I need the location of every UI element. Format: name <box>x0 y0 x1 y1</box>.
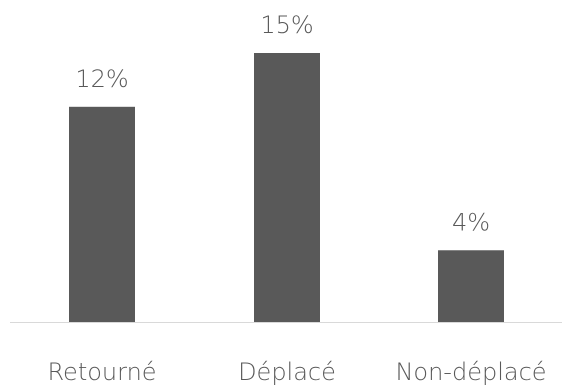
x-tick-label-retourne: Retourné <box>47 358 156 386</box>
bars-group <box>69 53 504 322</box>
x-tick-label-deplace: Déplacé <box>238 358 336 386</box>
data-label-deplace: 15% <box>260 11 313 39</box>
data-label-retourne: 12% <box>75 65 128 93</box>
bar-retourne <box>69 106 135 322</box>
data-label-non-deplace: 4% <box>452 208 490 236</box>
data-labels-group: 12% 15% 4% <box>75 11 490 236</box>
x-tick-label-non-deplace: Non-déplacé <box>395 358 546 386</box>
bar-non-deplace <box>438 250 504 322</box>
x-tick-labels-group: Retourné Déplacé Non-déplacé <box>47 358 546 386</box>
bar-deplace <box>254 53 320 322</box>
